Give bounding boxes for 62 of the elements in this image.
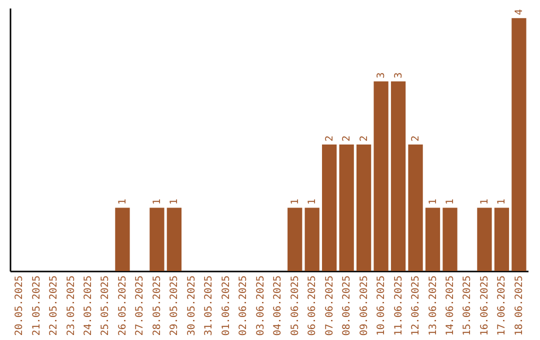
x-tick-label: 01.06.2025	[220, 276, 232, 336]
bar	[494, 208, 510, 271]
data-label: 2	[342, 136, 353, 142]
x-tick-label: 24.05.2025	[83, 276, 94, 336]
bar	[356, 144, 372, 271]
data-label: 1	[169, 198, 180, 205]
bar	[374, 81, 388, 271]
x-tick-label: 05.06.2025	[290, 276, 301, 336]
x-tick-label: 22.05.2025	[48, 276, 60, 336]
data-label: 3	[376, 72, 388, 78]
x-tick-label: 23.05.2025	[66, 276, 77, 336]
x-tick-label: 09.06.2025	[358, 276, 370, 336]
x-tick-label: 13.06.2025	[428, 276, 439, 336]
bar	[150, 208, 164, 271]
data-label: 2	[358, 136, 370, 142]
x-tick-label: 25.05.2025	[100, 276, 112, 336]
x-tick-label: 06.06.2025	[307, 276, 318, 336]
x-tick-label: 03.06.2025	[255, 276, 266, 336]
x-tick-label: 30.05.2025	[186, 276, 198, 336]
x-tick-label: 28.05.2025	[152, 276, 163, 336]
x-tick-label: 11.06.2025	[393, 276, 404, 336]
bar	[408, 144, 423, 271]
bar	[322, 144, 337, 271]
x-tick-label: 18.06.2025	[514, 276, 525, 336]
data-label: 1	[479, 198, 490, 205]
x-tick-label: 15.06.2025	[462, 276, 474, 336]
data-label: 4	[514, 9, 525, 16]
bar	[390, 81, 406, 271]
data-label: 1	[307, 198, 318, 205]
bar	[512, 18, 526, 271]
x-tick-label: 29.05.2025	[169, 276, 180, 336]
x-tick-label: 26.05.2025	[117, 276, 128, 336]
x-tick-label: 17.06.2025	[496, 276, 508, 336]
data-label: 1	[117, 198, 128, 205]
data-label: 1	[152, 198, 163, 205]
x-tick-label: 16.06.2025	[479, 276, 490, 336]
bar	[115, 208, 130, 271]
bar	[442, 208, 458, 271]
x-tick-label: 20.05.2025	[14, 276, 26, 336]
data-label: 1	[496, 198, 508, 205]
x-tick-label: 12.06.2025	[410, 276, 422, 336]
bar	[288, 208, 302, 271]
x-tick-label: 08.06.2025	[342, 276, 353, 336]
x-tick-label: 14.06.2025	[445, 276, 456, 336]
x-tick-label: 27.05.2025	[134, 276, 146, 336]
bar	[477, 208, 492, 271]
data-label: 2	[410, 136, 422, 142]
x-tick-label: 04.06.2025	[272, 276, 284, 336]
bar	[166, 208, 182, 271]
bar	[304, 208, 320, 271]
data-label: 2	[324, 136, 336, 142]
x-tick-label: 21.05.2025	[31, 276, 42, 336]
bar	[425, 208, 440, 271]
x-tick-label: 31.05.2025	[204, 276, 215, 336]
data-label: 1	[428, 198, 439, 205]
data-label: 3	[393, 72, 404, 78]
data-label: 1	[290, 198, 301, 205]
data-label: 1	[445, 198, 456, 205]
x-tick-label: 02.06.2025	[238, 276, 250, 336]
bar	[339, 144, 354, 271]
x-tick-label: 07.06.2025	[324, 276, 336, 336]
x-tick-label: 10.06.2025	[376, 276, 388, 336]
